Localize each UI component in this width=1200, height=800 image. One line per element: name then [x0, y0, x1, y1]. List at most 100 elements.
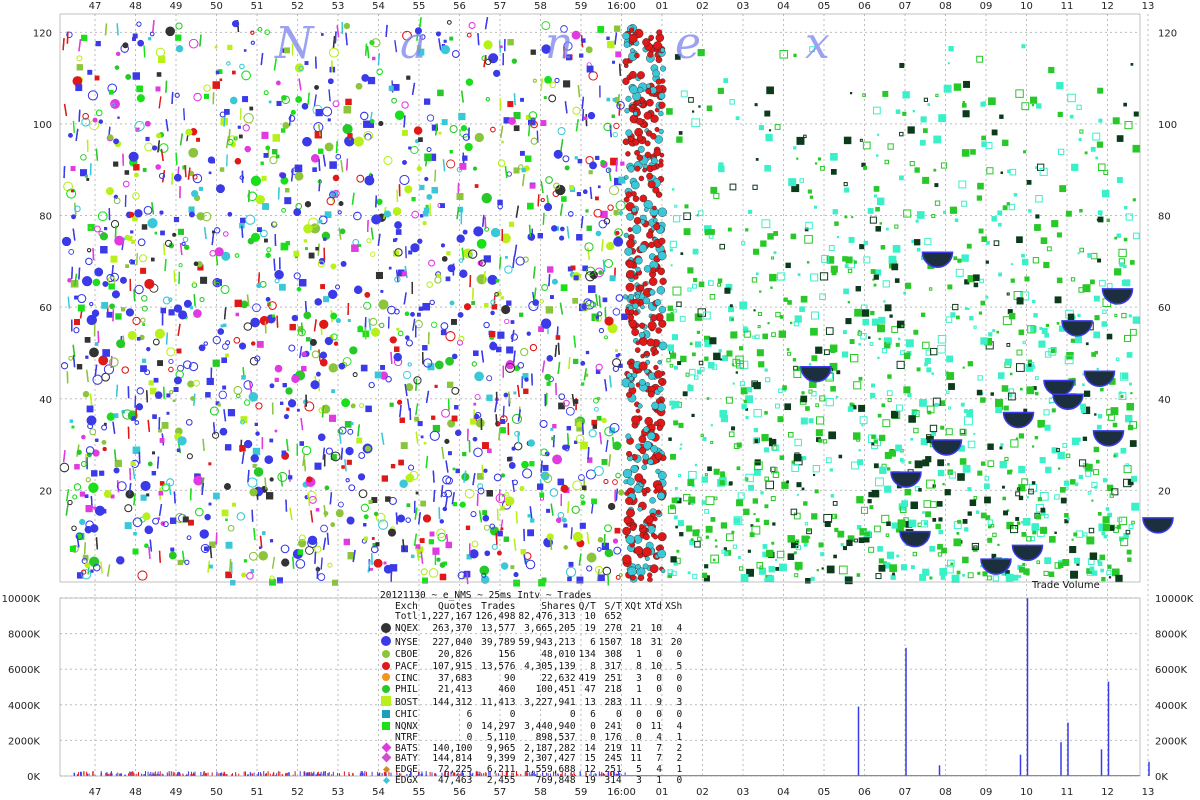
quote-trade-mark: [158, 550, 161, 563]
quote-trade-mark: [221, 251, 231, 261]
quote-trade-mark: [91, 470, 98, 477]
after-hours-trade-mark: [1066, 517, 1070, 521]
quote-trade-mark: [142, 168, 147, 172]
after-hours-trade-mark: [775, 558, 778, 561]
after-close-mark: [635, 340, 641, 346]
after-close-mark: [638, 378, 646, 386]
quote-trade-mark: [429, 299, 435, 306]
quote-trade-mark: [187, 167, 191, 180]
quote-trade-mark: [239, 63, 245, 70]
after-hours-trade-mark: [887, 143, 894, 150]
after-hours-trade-mark: [856, 437, 861, 442]
after-hours-trade-mark: [675, 486, 678, 490]
after-hours-trade-mark: [875, 573, 882, 580]
after-hours-trade-mark: [755, 518, 760, 523]
after-close-mark: [645, 83, 651, 89]
quote-trade-mark: [580, 494, 585, 499]
quote-trade-mark: [393, 238, 397, 242]
quote-trade-mark: [542, 212, 545, 225]
quote-trade-mark: [596, 396, 601, 401]
after-hours-trade-mark: [1002, 205, 1008, 211]
after-hours-trade-mark: [788, 178, 797, 187]
quote-trade-mark: [497, 203, 503, 210]
quote-trade-mark: [613, 210, 619, 216]
quote-trade-mark: [86, 314, 97, 326]
quote-trade-mark: [158, 143, 169, 153]
quote-trade-mark: [595, 155, 600, 160]
quote-trade-mark: [198, 344, 206, 352]
after-hours-trade-mark: [1036, 560, 1041, 565]
quote-trade-mark: [399, 404, 402, 418]
after-close-mark: [633, 310, 639, 316]
quote-trade-mark: [215, 70, 220, 75]
quote-trade-mark: [507, 391, 511, 404]
quote-trade-mark: [85, 355, 89, 359]
quote-trade-mark: [520, 549, 526, 555]
after-hours-trade-mark: [879, 466, 887, 474]
quote-trade-mark: [113, 161, 119, 167]
quote-trade-mark: [513, 167, 520, 174]
quote-trade-mark: [559, 302, 564, 315]
quote-trade-mark: [613, 546, 622, 555]
quote-trade-mark: [451, 386, 460, 395]
quote-trade-mark: [68, 133, 73, 138]
quote-trade-mark: [399, 417, 405, 423]
after-hours-trade-mark: [791, 460, 795, 464]
after-hours-trade-mark: [698, 360, 704, 366]
quote-trade-mark: [175, 152, 178, 165]
quote-trade-mark: [248, 381, 253, 394]
quote-trade-mark: [472, 436, 478, 442]
after-close-mark: [634, 52, 640, 59]
after-close-mark: [655, 509, 661, 515]
after-hours-trade-mark: [1015, 437, 1019, 440]
after-hours-trade-mark: [869, 505, 874, 510]
quote-trade-mark: [460, 125, 467, 132]
after-close-mark: [622, 32, 630, 40]
after-hours-trade-mark: [704, 335, 711, 342]
after-hours-trade-mark: [1090, 279, 1095, 285]
after-hours-trade-mark: [743, 326, 748, 331]
quote-trade-mark: [418, 512, 421, 525]
quote-trade-mark: [427, 363, 435, 371]
after-hours-trade-mark: [765, 480, 774, 490]
quote-trade-mark: [273, 258, 276, 271]
quote-trade-mark: [114, 65, 120, 70]
after-close-mark: [637, 86, 644, 93]
quote-trade-mark: [360, 364, 368, 372]
quote-trade-mark: [204, 93, 209, 99]
quote-trade-mark: [482, 514, 490, 522]
quote-trade-mark: [499, 256, 502, 269]
after-close-mark: [644, 416, 653, 426]
quote-trade-mark: [285, 188, 290, 193]
after-hours-trade-mark: [1121, 312, 1127, 319]
after-hours-trade-mark: [739, 360, 749, 370]
quote-trade-mark: [144, 278, 155, 289]
quote-trade-mark: [212, 278, 222, 288]
quote-trade-mark: [76, 64, 83, 71]
quote-trade-mark: [143, 45, 146, 58]
after-hours-trade-mark: [691, 413, 695, 418]
quote-trade-mark: [307, 494, 311, 507]
quote-trade-mark: [319, 358, 328, 367]
quote-trade-mark: [415, 403, 419, 416]
quote-trade-mark: [503, 117, 510, 124]
after-hours-trade-mark: [688, 470, 697, 480]
after-hours-trade-mark: [1097, 561, 1103, 566]
after-hours-trade-mark: [725, 396, 733, 404]
after-hours-trade-mark: [687, 571, 691, 575]
quote-trade-mark: [282, 382, 287, 388]
quote-trade-mark: [543, 473, 553, 483]
quote-trade-mark: [432, 470, 435, 483]
quote-trade-mark: [415, 431, 419, 444]
quote-trade-mark: [510, 565, 515, 570]
quote-trade-mark: [609, 422, 620, 433]
quote-trade-mark: [423, 98, 431, 105]
quote-trade-mark: [417, 48, 425, 56]
after-hours-trade-mark: [879, 222, 882, 225]
after-close-mark: [627, 165, 635, 173]
quote-trade-mark: [472, 473, 476, 486]
quote-trade-mark: [151, 470, 157, 476]
quote-trade-mark: [113, 467, 120, 474]
quote-trade-mark: [308, 217, 319, 228]
quote-trade-mark: [321, 405, 325, 418]
